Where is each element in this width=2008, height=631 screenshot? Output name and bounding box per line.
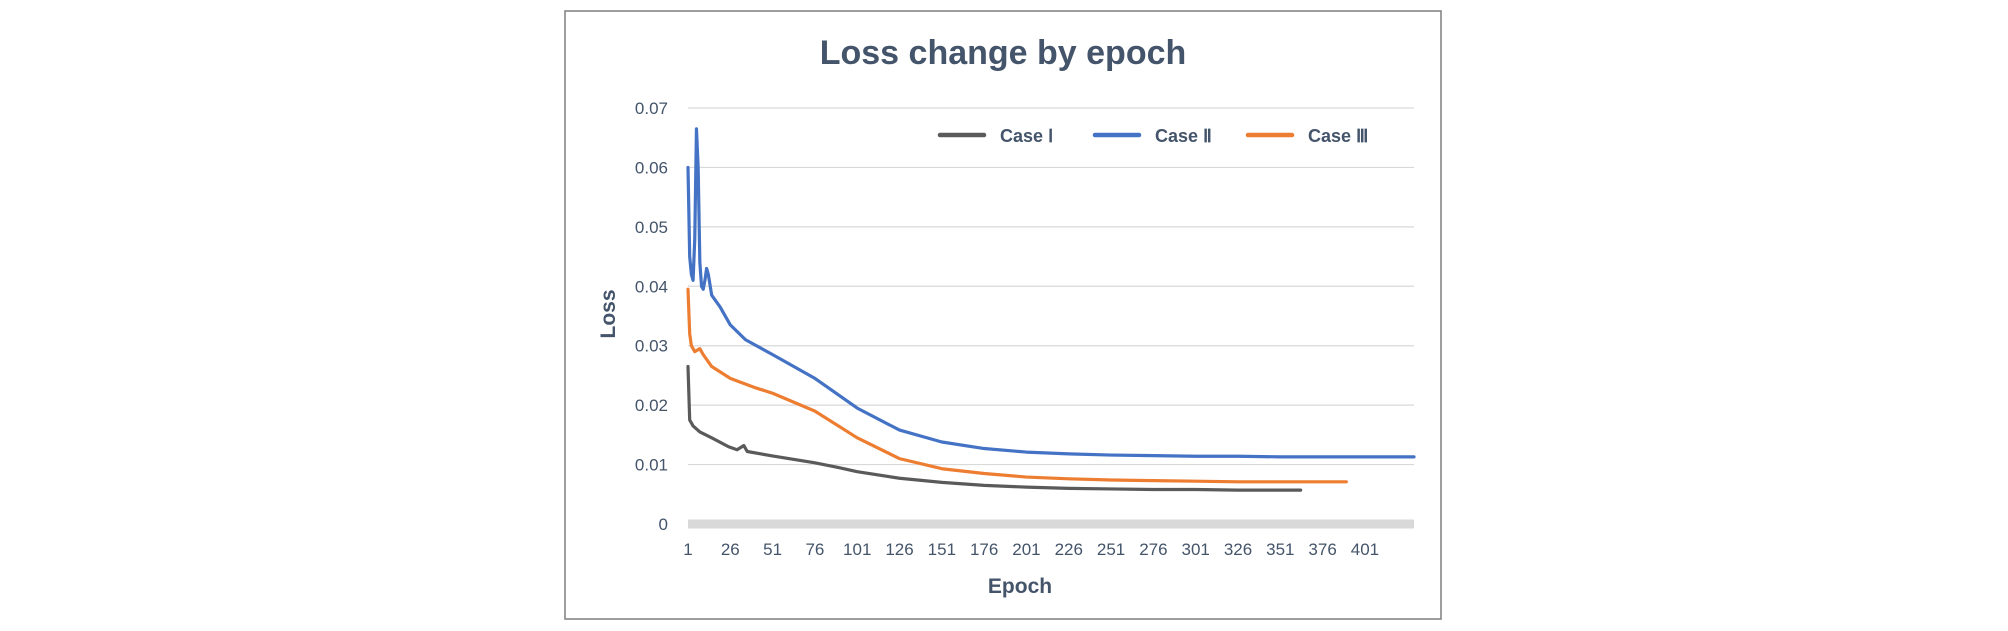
chart-border [564,10,1442,620]
x-tick-label: 251 [1097,540,1125,559]
x-tick-label: 301 [1182,540,1210,559]
legend-label: Case Ⅰ [1000,126,1053,146]
y-tick-label: 0 [659,515,668,534]
x-tick-label: 151 [928,540,956,559]
x-tick-label: 1 [683,540,692,559]
x-tick-label: 76 [805,540,824,559]
y-tick-label: 0.06 [635,158,668,177]
series-line-case-1 [686,364,1303,492]
y-tick-label: 0.04 [635,277,668,296]
legend-label: Case Ⅲ [1308,126,1368,146]
series-lines [686,127,1416,492]
y-tick-label: 0.05 [635,218,668,237]
x-tick-label: 226 [1055,540,1083,559]
y-tick-label: 0.02 [635,396,668,415]
y-tick-label: 0.01 [635,456,668,475]
chart-title: Loss change by epoch [820,34,1187,72]
legend-label: Case Ⅱ [1155,126,1212,146]
series-line-case-3 [686,287,1348,484]
x-tick-label: 326 [1224,540,1252,559]
x-tick-label: 376 [1308,540,1336,559]
y-axis-title: Loss [597,289,620,338]
x-tick-label: 351 [1266,540,1294,559]
x-tick-label: 401 [1351,540,1379,559]
series-line-case-2 [686,127,1416,459]
legend: Case Ⅰ Case Ⅱ Case Ⅲ [937,126,1368,146]
x-tick-label: 176 [970,540,998,559]
x-axis-ticks: 1 26 51 76 101 126 151 176 201 226 251 276 301 326 351… [683,540,1379,559]
gridlines [688,107,1414,529]
x-axis-title: Epoch [988,575,1052,598]
x-tick-label: 26 [721,540,740,559]
x-tick-label: 51 [763,540,782,559]
y-tick-label: 0.03 [635,337,668,356]
y-tick-label: 0.07 [635,99,668,118]
y-axis-ticks: 0 0.01 0.02 0.03 0.04 0.05 0.06 0.07 [635,99,668,534]
x-tick-label: 101 [843,540,871,559]
x-tick-label: 126 [885,540,913,559]
x-tick-label: 276 [1139,540,1167,559]
x-tick-label: 201 [1012,540,1040,559]
